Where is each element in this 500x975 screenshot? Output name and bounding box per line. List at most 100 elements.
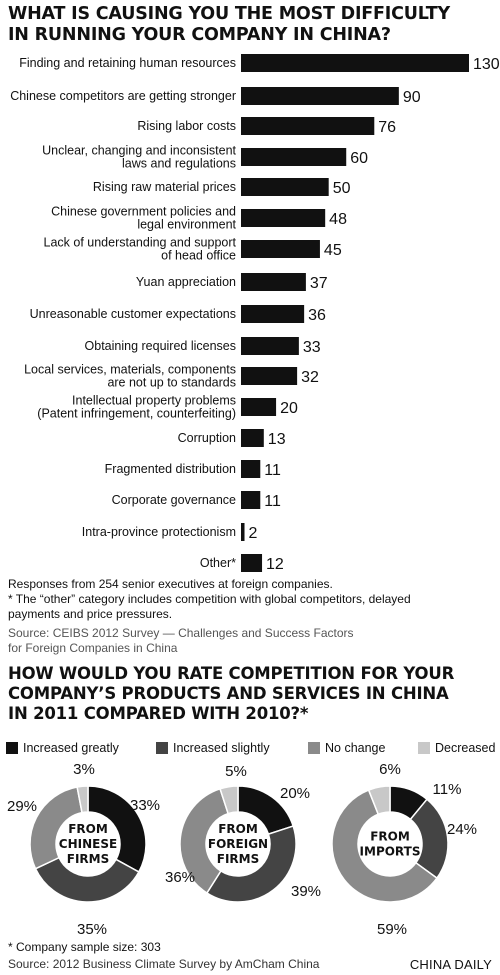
value-label: 11 [264, 493, 281, 510]
legend-item: Increased slightly [156, 741, 270, 755]
donut-value-label: 6% [379, 761, 401, 778]
donut-value-label: 3% [73, 761, 95, 778]
legend-label: Increased slightly [173, 741, 270, 755]
value-label: 33 [303, 339, 321, 356]
donut-value-label: 20% [280, 785, 310, 802]
category-label: Corruption [178, 431, 236, 445]
competition-title-line: IN 2011 COMPARED WITH 2010?* [8, 704, 309, 723]
legend: Increased greatly Increased slightly No … [6, 741, 496, 757]
category-label: Rising raw material prices [93, 180, 236, 194]
source-ceibs: Source: CEIBS 2012 Survey — Challenges a… [8, 626, 354, 640]
bar [241, 148, 347, 166]
brand-logo: CHINA DAILY [409, 957, 492, 972]
category-label: Fragmented distribution [105, 462, 236, 476]
value-label: 36 [308, 307, 326, 324]
legend-label: No change [325, 741, 386, 755]
bar [241, 460, 261, 478]
bar [241, 429, 264, 447]
bar [241, 87, 399, 105]
category-label: Lack of understanding and support of head… [44, 236, 237, 263]
value-label: 48 [329, 211, 347, 228]
value-label: 130 [473, 56, 500, 73]
legend-item: Decreased [418, 741, 495, 755]
bar [241, 554, 263, 572]
legend-item: No change [308, 741, 385, 755]
category-label: Corporate governance [112, 493, 236, 507]
difficulty-bar-chart: Finding and retaining human resources 130… [10, 54, 500, 573]
category-label: Chinese government policies and legal env… [51, 205, 236, 232]
value-label: 2 [249, 525, 258, 542]
donut-center-label: FIRMS [67, 852, 110, 866]
donut-hole [358, 812, 422, 876]
donut-value-label: 5% [225, 763, 247, 780]
legend-swatch [308, 742, 320, 754]
category-label: Finding and retaining human resources [19, 56, 236, 70]
donut-value-label: 35% [77, 921, 107, 938]
source-amcham: Source: 2012 Business Climate Survey by … [8, 957, 320, 971]
bar [241, 398, 277, 416]
donut-slice [34, 856, 140, 903]
value-label: 50 [333, 180, 351, 197]
competition-donut-charts: FROMCHINESEFIRMS33%35%29%3%FROMFOREIGNFI… [7, 761, 477, 938]
donut-value-label: 59% [377, 921, 407, 938]
legend-item: Increased greatly [6, 741, 119, 755]
respondents-note: Responses from 254 senior executives at … [8, 577, 333, 591]
bar [241, 305, 305, 323]
donut-value-label: 11% [433, 781, 462, 798]
donut-center-label: FIRMS [217, 852, 260, 866]
category-label: Unclear, changing and inconsistent laws a… [42, 144, 236, 171]
category-label: Rising labor costs [137, 119, 236, 133]
donut-center-label: FOREIGN [208, 837, 268, 851]
legend-swatch [6, 742, 18, 754]
bar [241, 491, 261, 509]
bar [241, 337, 299, 355]
bar [241, 209, 326, 227]
other-footnote-cont: payments and price pressures. [8, 607, 173, 621]
other-footnote: * The “other” category includes competit… [8, 592, 411, 606]
category-label: Other* [200, 556, 236, 570]
chart-title-line: IN RUNNING YOUR COMPANY IN CHINA? [8, 25, 391, 45]
donut-center-label: FROM [68, 822, 108, 836]
value-label: 90 [403, 89, 421, 106]
competition-title: HOW WOULD YOU RATE COMPETITION FOR YOUR … [8, 664, 498, 724]
value-label: 11 [264, 462, 281, 479]
legend-swatch [418, 742, 430, 754]
category-label: Yuan appreciation [136, 275, 236, 289]
value-label: 20 [280, 400, 298, 417]
value-label: 76 [378, 119, 396, 136]
bar [241, 54, 469, 72]
donut-value-label: 33% [130, 797, 160, 814]
category-label: Local services, materials, components are… [24, 363, 236, 390]
bar [241, 240, 320, 258]
value-label: 12 [266, 556, 284, 573]
donut-value-label: 29% [7, 798, 37, 815]
category-label: Intellectual property problems (Patent in… [37, 394, 236, 421]
category-label: Unreasonable customer expectations [30, 307, 236, 321]
bar [241, 117, 375, 135]
category-label: Intra-province protectionism [82, 525, 236, 539]
competition-title-line: COMPANY’S PRODUCTS AND SERVICES IN CHINA [8, 684, 449, 703]
donut-value-label: 24% [447, 821, 477, 838]
legend-label: Decreased [435, 741, 496, 755]
donut-center-label: FROM [370, 830, 410, 844]
category-label: Obtaining required licenses [85, 339, 236, 353]
bar [241, 523, 245, 541]
bar [241, 367, 298, 385]
value-label: 45 [324, 242, 342, 259]
donut-center-label: CHINESE [59, 837, 117, 851]
competition-title-line: HOW WOULD YOU RATE COMPETITION FOR YOUR [8, 664, 455, 683]
legend-swatch [156, 742, 168, 754]
donut-value-label: 39% [291, 883, 321, 900]
donut-center-label: IMPORTS [360, 845, 421, 859]
value-label: 60 [350, 150, 368, 167]
donut-hole [56, 812, 120, 876]
value-label: 37 [310, 275, 328, 292]
value-label: 32 [301, 369, 319, 386]
donut-value-label: 36% [165, 869, 195, 886]
donut-center-label: FROM [218, 822, 258, 836]
category-label: Chinese competitors are getting stronger [10, 89, 236, 103]
chart-title-line: WHAT IS CAUSING YOU THE MOST DIFFICULTY [8, 4, 451, 24]
bar [241, 178, 329, 196]
sample-size-note: * Company sample size: 303 [8, 940, 161, 954]
source-ceibs-cont: for Foreign Companies in China [8, 641, 178, 655]
